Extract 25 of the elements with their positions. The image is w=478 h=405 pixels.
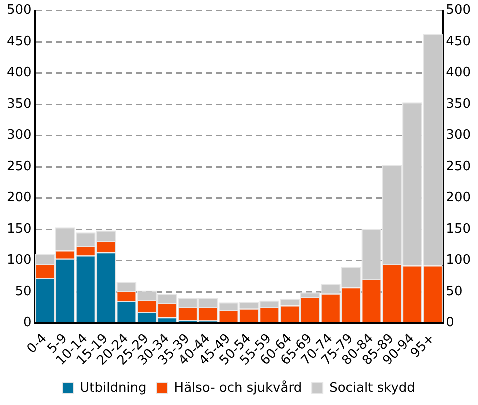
y2-tick-label: 400	[446, 66, 472, 81]
y-tick-label: 250	[6, 159, 32, 174]
y-tick-label: 50	[15, 284, 32, 300]
y2-tick-label: 250	[446, 159, 472, 174]
y-tick-label: 450	[6, 34, 32, 50]
y2-tick-label: 350	[446, 96, 472, 112]
y2-tick-label: 150	[446, 222, 472, 237]
y-tick-label: 350	[6, 96, 32, 112]
y2-tick-label: 450	[446, 34, 472, 50]
y2-tick-label: 500	[446, 3, 472, 18]
y-tick-label: 150	[6, 222, 32, 237]
y-tick-label: 500	[6, 3, 32, 18]
y2-tick-label: 300	[446, 128, 472, 144]
y2-tick-label: 100	[446, 253, 472, 268]
y-tick-label: 0	[24, 316, 32, 331]
y2-tick-label: 50	[446, 284, 463, 300]
y2-tick-label: 200	[446, 190, 472, 206]
y-tick-label: 200	[6, 190, 32, 206]
y2-tick-label: 0	[446, 316, 454, 331]
y-tick-label: 300	[6, 128, 32, 144]
legend-label: Socialt skydd	[330, 380, 416, 396]
y-tick-label: 400	[6, 66, 32, 81]
y-tick-label: 100	[6, 253, 32, 268]
legend-label: Hälso- och sjukvård	[174, 380, 302, 396]
legend-label: Utbildning	[80, 380, 147, 396]
